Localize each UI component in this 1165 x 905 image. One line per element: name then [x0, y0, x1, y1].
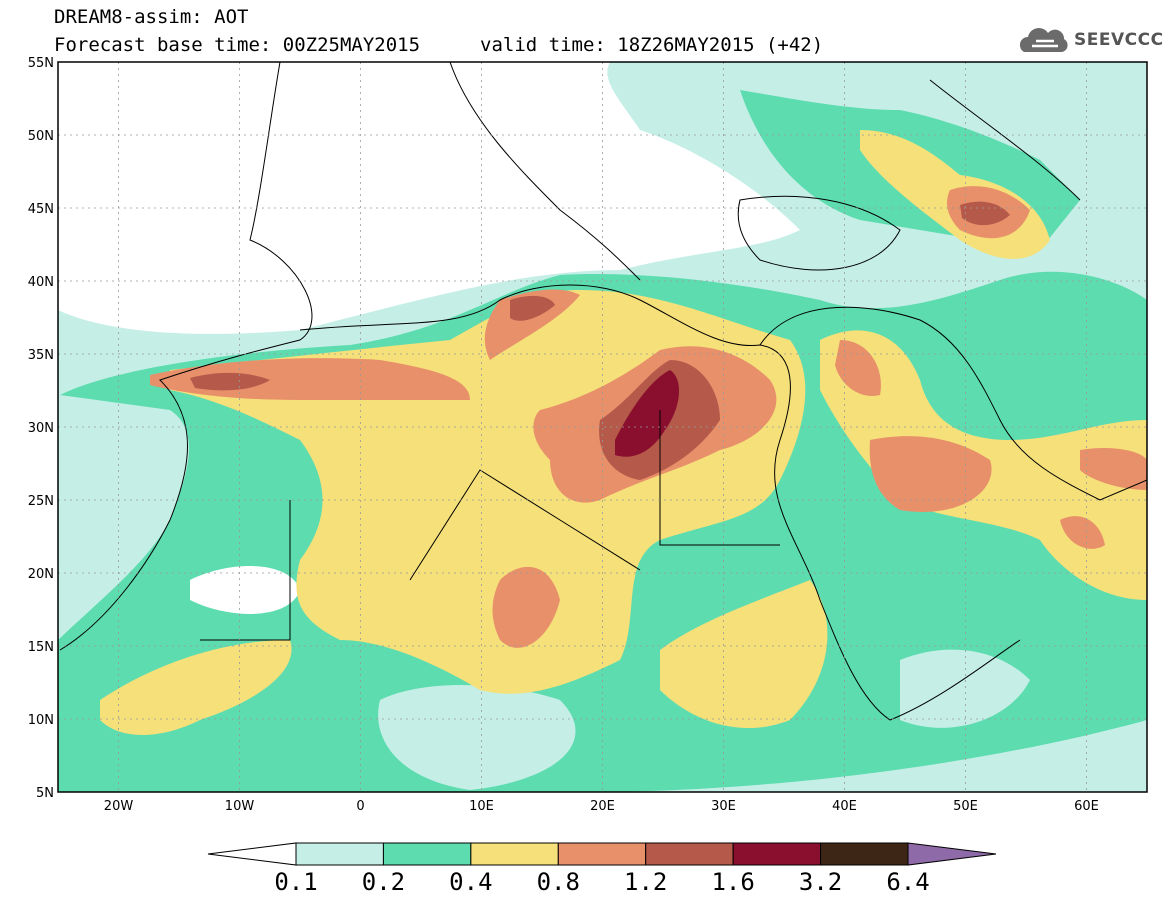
lon-axis: 20W 10W 0 10E 20E 30E 40E 50E 60E [104, 799, 1099, 814]
lon-tick-label: 20W [104, 799, 134, 814]
colorbar-label: 0.2 [361, 868, 406, 896]
lon-tick-label: 60E [1074, 799, 1099, 814]
forecast-base-time: Forecast base time: 00Z25MAY2015 [54, 34, 421, 56]
lat-tick-label: 10N [28, 713, 54, 728]
lon-tick-label: 50E [953, 799, 978, 814]
colorbar-over-triangle [907, 842, 997, 866]
lat-tick-label: 5N [36, 786, 54, 801]
lat-tick-label: 20N [28, 567, 54, 582]
map-title: DREAM8-assim: AOT [54, 6, 249, 28]
colorbar-label: 0.4 [449, 868, 493, 896]
cloud-icon [1019, 28, 1068, 52]
lon-tick-label: 10E [469, 799, 494, 814]
lon-tick-label: 10W [225, 799, 255, 814]
lat-tick-label: 50N [28, 129, 54, 144]
lon-tick-label: 30E [711, 799, 736, 814]
lat-tick-label: 40N [28, 275, 54, 290]
colorbar-swatch [557, 842, 647, 866]
valid-time: valid time: 18Z26MAY2015 (+42) [480, 34, 824, 56]
lat-tick-label: 55N [28, 56, 54, 71]
colorbar-swatch [470, 842, 559, 866]
logo-text: SEEVCCC [1074, 30, 1164, 50]
colorbar [207, 842, 997, 866]
colorbar-swatch [732, 842, 822, 866]
colorbar-swatch [295, 842, 384, 866]
lat-tick-label: 45N [28, 202, 54, 217]
lat-tick-label: 15N [28, 640, 54, 655]
colorbar-label: 3.2 [798, 868, 843, 896]
lon-tick-label: 40E [832, 799, 857, 814]
lat-tick-label: 35N [28, 348, 54, 363]
colorbar-label: 1.2 [624, 868, 668, 896]
lat-tick-label: 30N [28, 421, 54, 436]
lat-tick-label: 25N [28, 494, 54, 509]
graticule [58, 62, 1147, 792]
coastlines [59, 62, 1147, 721]
colorbar-swatch [645, 842, 734, 866]
colorbar-label: 1.6 [711, 868, 755, 896]
lat-axis: 55N 50N 45N 40N 35N 30N 25N 20N 15N 10N 5N [28, 56, 54, 801]
colorbar-under-triangle [207, 842, 297, 866]
lon-tick-label: 0 [356, 799, 364, 814]
colorbar-swatch [382, 842, 472, 866]
colorbar-label: 0.8 [536, 868, 580, 896]
colorbar-label: 0.1 [274, 868, 318, 896]
map-frame [57, 61, 1148, 793]
colorbar-swatch [820, 842, 909, 866]
lon-tick-label: 20E [590, 799, 615, 814]
colorbar-label: 6.4 [886, 868, 930, 896]
